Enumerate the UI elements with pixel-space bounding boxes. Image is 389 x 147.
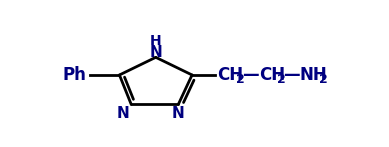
Text: —: —	[242, 66, 259, 84]
Text: CH: CH	[217, 66, 244, 84]
Text: Ph: Ph	[62, 66, 86, 84]
Text: N: N	[117, 106, 130, 121]
Text: NH: NH	[300, 66, 328, 84]
Text: N: N	[149, 45, 162, 60]
Text: —: —	[283, 66, 300, 84]
Text: CH: CH	[259, 66, 285, 84]
Text: 2: 2	[277, 73, 286, 86]
Text: N: N	[172, 106, 185, 121]
Text: 2: 2	[236, 73, 245, 86]
Text: H: H	[150, 34, 161, 48]
Text: 2: 2	[319, 73, 328, 86]
